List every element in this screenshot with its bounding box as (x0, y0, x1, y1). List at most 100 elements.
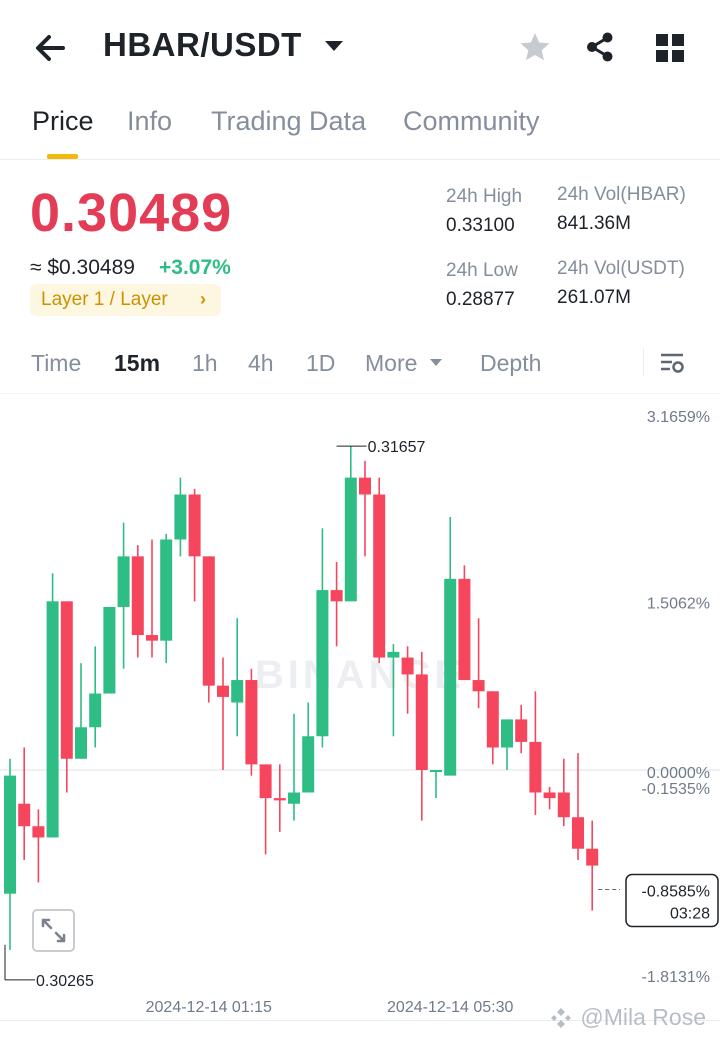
candle-body (131, 556, 144, 636)
vol-quote-value: 261.07M (557, 287, 631, 308)
candle-body (18, 803, 31, 827)
candle-body (4, 775, 16, 894)
y-tick-label: 3.1659% (647, 409, 710, 426)
candle-body (146, 635, 158, 641)
user-watermark-text: @Mila Rose (580, 1004, 706, 1030)
candle-body (316, 590, 329, 737)
chart-settings-icon[interactable] (657, 348, 687, 378)
candle-body (160, 539, 173, 641)
candle-body (259, 764, 272, 799)
candle-body (75, 727, 87, 759)
interval-more[interactable]: More (365, 350, 444, 377)
candle-body (217, 685, 229, 697)
chart-canvas: BINANCE 3.1659% 1.5062% 0.0000%-0.1535% -1.8… (0, 409, 720, 1016)
candle-body (572, 817, 584, 849)
candle-body (387, 651, 400, 658)
x-tick-label: 2024-12-14 05:30 (387, 999, 513, 1016)
footer-divider (0, 1020, 720, 1021)
top-bar: HBAR/USDT (0, 0, 720, 96)
interval-more-label: More (365, 350, 418, 376)
candle-body (529, 741, 542, 793)
interval-4h[interactable]: 4h (248, 350, 274, 376)
candle-body (60, 601, 73, 759)
candle-body (330, 590, 343, 602)
low-label: 24h Low (446, 260, 518, 281)
candle-body (46, 601, 59, 838)
candle-body (344, 477, 357, 602)
caret-down-icon[interactable] (323, 38, 345, 54)
candle-body (415, 674, 428, 770)
candle-body (245, 680, 258, 765)
current-price-label: -0.8585% (642, 884, 711, 901)
tab-price[interactable]: Price (32, 106, 94, 136)
chart-watermark: BINANCE (255, 653, 465, 697)
current-price-box (625, 873, 719, 928)
high-marker-label: 0.31657 (368, 439, 426, 456)
low-value: 0.28877 (446, 289, 515, 310)
main-tabs: Price Info Trading Data Community (0, 96, 720, 160)
active-tab-indicator (47, 154, 78, 159)
share-icon[interactable] (582, 27, 618, 67)
candle-body (32, 826, 45, 838)
candle-body (117, 556, 130, 607)
candle-body (231, 680, 244, 703)
tab-trading-data[interactable]: Trading Data (211, 106, 367, 136)
binance-logo-icon (551, 1008, 571, 1028)
candle-body (188, 494, 201, 557)
chevron-right-icon: › (200, 289, 206, 309)
candlestick-chart[interactable]: BINANCE 3.1659% 1.5062% 0.0000% -0.1535% -1.8… (0, 396, 720, 1022)
interval-1h[interactable]: 1h (192, 350, 218, 376)
candle-body (89, 693, 102, 728)
candle-body (202, 556, 215, 686)
y-tick-label: 0.0000% (647, 765, 710, 782)
expand-icon (41, 918, 66, 943)
grid-icon[interactable] (652, 27, 688, 67)
candle-body (444, 578, 457, 776)
tab-community[interactable]: Community (403, 106, 540, 136)
candle-body (501, 719, 513, 748)
vol-base-value: 841.36M (557, 213, 631, 234)
interval-time[interactable]: Time (31, 350, 82, 376)
candle-body (458, 578, 471, 681)
last-price: 0.30489 (30, 183, 233, 243)
candle-body (302, 736, 315, 793)
y-tick-label: -1.8131% (642, 969, 711, 986)
candle-body (373, 494, 386, 658)
category-tag-label: Layer 1 / Layer (41, 289, 168, 310)
price-usd-approx: ≈ $0.30489 (30, 256, 135, 279)
interval-divider (643, 348, 644, 376)
star-icon[interactable] (517, 27, 553, 67)
back-arrow-icon[interactable] (30, 28, 70, 68)
tab-info[interactable]: Info (127, 106, 173, 136)
candle-body (359, 477, 371, 495)
interval-bar: Time 15m 1h 4h 1D More Depth (0, 336, 720, 394)
high-value: 0.33100 (446, 215, 515, 236)
trading-pair-title[interactable]: HBAR/USDT (103, 26, 302, 63)
vol-quote-label: 24h Vol(USDT) (557, 258, 685, 279)
interval-depth[interactable]: Depth (480, 350, 542, 376)
vol-base-label: 24h Vol(HBAR) (557, 184, 686, 205)
candle-body (472, 680, 485, 692)
candle-body (273, 798, 286, 801)
expand-chart-button[interactable] (32, 909, 75, 952)
interval-15m[interactable]: 15m (114, 350, 161, 376)
low-marker-label: 0.30265 (36, 973, 94, 990)
candle-body (174, 494, 187, 540)
y-tick-label: -0.1535% (642, 781, 711, 798)
y-tick-label: 1.5062% (647, 596, 710, 613)
interval-1d[interactable]: 1D (306, 350, 336, 376)
candle-body (543, 792, 556, 799)
candle-body (557, 792, 570, 818)
price-change-percent: +3.07% (159, 256, 231, 279)
candle-body (430, 770, 442, 772)
x-tick-label: 2024-12-14 01:15 (146, 999, 272, 1016)
user-watermark: @Mila Rose (548, 1004, 706, 1031)
candle-body (288, 792, 300, 804)
caret-down-icon (429, 359, 442, 366)
category-tag[interactable]: Layer 1 / Layer › (30, 284, 221, 316)
high-label: 24h High (446, 186, 523, 207)
candle-body (103, 606, 116, 694)
candle-body (515, 719, 528, 742)
candle-body (486, 691, 499, 748)
candle-body (401, 657, 414, 675)
